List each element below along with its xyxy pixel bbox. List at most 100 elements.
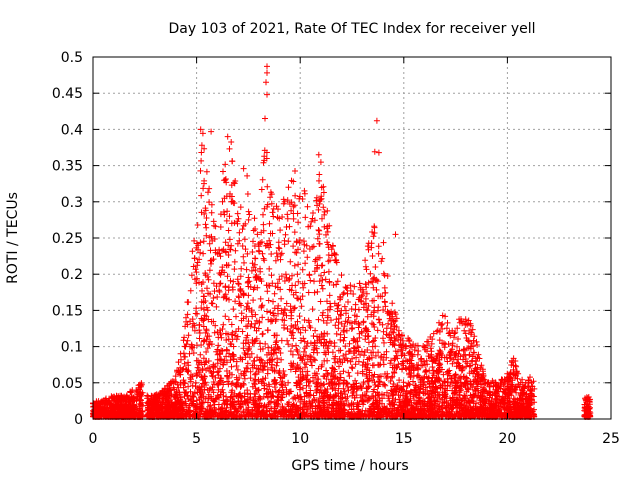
data-point (291, 304, 298, 311)
data-point (311, 268, 318, 275)
data-point (192, 266, 199, 273)
data-point (318, 272, 324, 279)
data-point (471, 333, 478, 340)
data-point (239, 226, 246, 233)
data-point (300, 284, 307, 291)
data-point (278, 273, 285, 280)
data-point (291, 262, 298, 269)
data-point (291, 229, 298, 236)
data-point (95, 405, 101, 412)
data-point (469, 326, 476, 333)
data-point (245, 216, 252, 223)
data-point (294, 348, 301, 355)
data-point (220, 321, 227, 328)
data-point (287, 258, 294, 265)
data-point (291, 394, 298, 401)
data-point (244, 360, 251, 367)
data-point (250, 358, 257, 365)
data-point (187, 287, 194, 294)
data-point (391, 356, 398, 362)
data-point (206, 199, 213, 206)
data-point (207, 247, 214, 254)
data-point (519, 376, 526, 383)
data-point (300, 248, 307, 255)
data-point (338, 272, 345, 279)
data-point (429, 364, 436, 370)
data-point (374, 327, 381, 334)
data-point (229, 158, 236, 165)
data-point (200, 185, 207, 192)
data-point (200, 238, 207, 245)
data-point (313, 197, 320, 204)
data-point (294, 271, 301, 278)
data-point (225, 381, 232, 388)
data-point (180, 377, 187, 384)
data-point (116, 405, 123, 412)
data-point (292, 168, 298, 174)
data-point (206, 267, 213, 274)
data-point (206, 185, 213, 192)
data-point (290, 335, 297, 342)
data-point (527, 374, 533, 381)
data-point (365, 240, 372, 247)
data-point (379, 255, 386, 262)
data-point (203, 168, 210, 175)
data-point (267, 309, 274, 316)
data-point (203, 215, 210, 221)
data-point (337, 311, 344, 318)
data-point (235, 280, 242, 287)
data-point (241, 375, 248, 382)
data-point (196, 256, 203, 263)
data-point (215, 368, 222, 375)
data-point (381, 272, 388, 279)
data-point (225, 287, 232, 294)
data-point (439, 321, 446, 327)
data-point (294, 210, 301, 217)
data-point (200, 250, 207, 257)
data-point (247, 375, 254, 382)
data-point (380, 307, 387, 313)
data-point (332, 322, 339, 329)
data-point (264, 308, 270, 315)
data-point (370, 233, 377, 240)
data-point (276, 276, 283, 283)
data-point (282, 231, 289, 238)
data-point (274, 253, 281, 260)
data-point (235, 281, 242, 288)
data-point (281, 241, 288, 248)
data-point (326, 292, 333, 299)
data-point (126, 403, 133, 410)
data-point (217, 365, 223, 372)
data-point (104, 399, 111, 406)
data-point (257, 265, 263, 272)
data-point (327, 303, 334, 310)
data-point (363, 266, 370, 273)
data-point (257, 356, 264, 363)
data-point (194, 310, 201, 317)
data-point (295, 219, 302, 226)
data-point (122, 404, 129, 411)
data-point (467, 322, 474, 329)
data-point (350, 337, 357, 344)
data-point (264, 183, 271, 190)
data-point (245, 208, 252, 215)
data-point (226, 236, 233, 243)
data-point (222, 283, 229, 290)
data-point (177, 350, 184, 357)
data-point (275, 244, 282, 251)
data-point (317, 298, 324, 305)
data-point (250, 297, 257, 304)
data-point (397, 336, 404, 343)
data-point (319, 285, 326, 292)
data-point (345, 369, 352, 376)
data-point (197, 351, 204, 358)
data-point (202, 221, 209, 228)
data-point (241, 259, 247, 266)
data-point (236, 229, 243, 236)
data-point (351, 318, 358, 325)
data-point (220, 168, 226, 175)
data-point (337, 331, 344, 338)
data-point (227, 277, 234, 284)
data-point (255, 325, 262, 332)
